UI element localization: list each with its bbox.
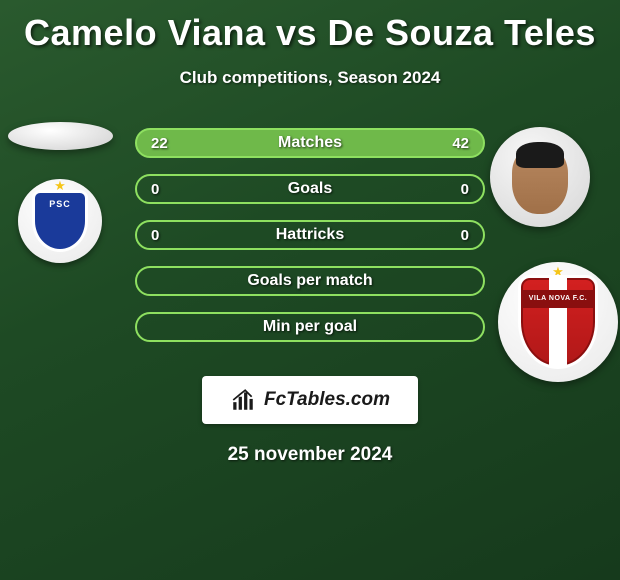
watermark-badge: FcTables.com (202, 376, 418, 424)
comparison-title: Camelo Viana vs De Souza Teles (0, 0, 620, 54)
stat-row: Min per goal (135, 312, 485, 342)
shield-icon: VILA NOVA F.C. (518, 275, 598, 369)
stat-row: 0Hattricks0 (135, 220, 485, 250)
stat-label: Matches (137, 134, 483, 152)
club-right-badge: ★ VILA NOVA F.C. (498, 262, 618, 382)
stat-row: 0Goals0 (135, 174, 485, 204)
stat-label: Goals per match (137, 272, 483, 290)
stat-label: Goals (137, 180, 483, 198)
stats-panel: 22Matches42 0Goals0 0Hattricks0 Goals per m… (135, 128, 485, 342)
club-right-name: VILA NOVA F.C. (521, 290, 595, 308)
stat-label: Hattricks (137, 226, 483, 244)
player-left-avatar (8, 122, 113, 150)
comparison-date: 25 november 2024 (0, 444, 620, 466)
stat-row: Goals per match (135, 266, 485, 296)
stat-row: 22Matches42 (135, 128, 485, 158)
face-placeholder (512, 146, 568, 214)
watermark-text: FcTables.com (264, 389, 390, 411)
comparison-subtitle: Club competitions, Season 2024 (0, 68, 620, 88)
shield-icon (32, 190, 88, 252)
stat-label: Min per goal (137, 318, 483, 336)
bar-chart-icon (230, 387, 256, 413)
club-left-badge: ★ (18, 179, 102, 263)
player-right-avatar (490, 127, 590, 227)
